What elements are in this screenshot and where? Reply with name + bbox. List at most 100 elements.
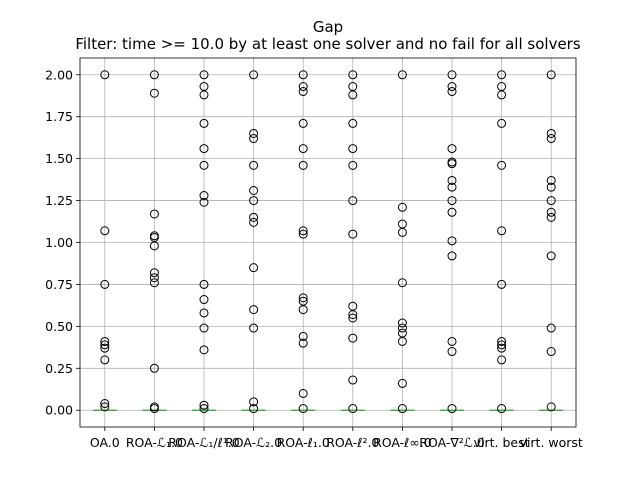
x-tick-label: ROA-ℓ₁.0 <box>277 435 330 450</box>
box-group <box>539 70 564 412</box>
outlier-point <box>546 207 556 217</box>
outlier-point <box>348 70 358 80</box>
outlier-point <box>100 279 110 289</box>
outlier-point <box>100 70 110 80</box>
y-tick-label: 0.25 <box>45 361 73 376</box>
outlier-point <box>348 313 358 323</box>
x-tick-label: ROA-ℒ₂.0 <box>225 435 282 450</box>
x-tick-label: ROA-ℓ².0 <box>326 435 379 450</box>
x-axis: OA.0 ROA-ℒ₁.0ROA-ℒ₁/ℓ¹.0ROA-ℒ₂.0ROA-ℓ₁.0R… <box>90 427 583 450</box>
outlier-point <box>199 345 209 355</box>
outlier-point <box>149 273 159 283</box>
outlier-point <box>447 207 457 217</box>
box-group <box>192 70 216 414</box>
y-tick-label: 0.75 <box>45 277 73 292</box>
outlier-point <box>298 293 308 303</box>
outlier-point <box>249 70 259 80</box>
outlier-point <box>546 347 556 357</box>
outlier-point <box>447 175 457 185</box>
outlier-point <box>100 399 110 409</box>
outlier-point <box>497 160 507 170</box>
grid-layer <box>80 58 576 427</box>
outlier-point <box>397 278 407 288</box>
y-tick-label: 0.50 <box>45 319 73 334</box>
outlier-point <box>100 336 110 346</box>
x-tick-label: ROA-ℒ₁.0 <box>126 435 183 450</box>
outlier-point <box>249 404 259 414</box>
box-group <box>142 70 167 414</box>
outlier-point <box>447 236 457 246</box>
outlier-point <box>149 268 159 278</box>
outlier-point <box>199 118 209 128</box>
y-axis: 0.00 0.25 0.50 0.75 1.00 1.25 1.50 1.75 2.00 <box>45 67 80 418</box>
box-group <box>489 70 514 414</box>
x-tick-label: virt. worst <box>520 435 583 450</box>
outlier-point <box>249 128 259 138</box>
box-group <box>390 70 415 414</box>
outlier-point <box>348 375 358 385</box>
outlier-point <box>546 134 556 144</box>
outlier-point <box>199 295 209 305</box>
outlier-point <box>298 305 308 315</box>
y-tick-label: 1.75 <box>45 109 73 124</box>
outlier-point <box>397 378 407 388</box>
x-tick-label: ROA-ℓ∞.0 <box>373 435 432 450</box>
boxes <box>92 70 564 414</box>
outlier-point <box>546 128 556 138</box>
outlier-point <box>249 186 259 196</box>
y-tick-label: 1.50 <box>45 151 73 166</box>
outlier-point <box>149 241 159 251</box>
outlier-point <box>149 70 159 80</box>
outlier-point <box>546 212 556 222</box>
outlier-point <box>149 404 159 414</box>
outlier-point <box>546 196 556 206</box>
outlier-point <box>149 363 159 373</box>
outlier-point <box>100 355 110 365</box>
outlier-point <box>199 400 209 410</box>
outlier-point <box>348 229 358 239</box>
outlier-point <box>298 331 308 341</box>
outlier-point <box>348 333 358 343</box>
outlier-point <box>497 340 507 350</box>
outlier-point <box>546 70 556 80</box>
y-tick-label: 0.00 <box>45 403 73 418</box>
chart-title: Gap <box>313 18 343 36</box>
outlier-point <box>100 343 110 353</box>
outlier-point <box>199 404 209 414</box>
outlier-point <box>497 70 507 80</box>
outlier-point <box>348 196 358 206</box>
outlier-point <box>447 182 457 192</box>
outlier-point <box>298 160 308 170</box>
outlier-point <box>348 90 358 100</box>
x-tick-label: virt. best <box>474 435 530 450</box>
outlier-point <box>546 175 556 185</box>
outlier-point <box>100 226 110 236</box>
outlier-point <box>397 227 407 237</box>
outlier-point <box>199 279 209 289</box>
outlier-point <box>447 70 457 80</box>
outlier-point <box>497 336 507 346</box>
plot-frame <box>79 57 577 428</box>
outlier-point <box>447 251 457 261</box>
outlier-point <box>497 226 507 236</box>
box-group <box>340 70 365 414</box>
chart-subtitle: Filter: time >= 10.0 by at least one sol… <box>75 35 581 53</box>
outlier-point <box>298 118 308 128</box>
outlier-point <box>497 118 507 128</box>
outlier-point <box>298 338 308 348</box>
outlier-point <box>249 305 259 315</box>
outlier-point <box>397 318 407 328</box>
outlier-point <box>199 197 209 207</box>
outlier-point <box>249 160 259 170</box>
outlier-point <box>497 279 507 289</box>
outlier-point <box>298 388 308 398</box>
outlier-point <box>298 229 308 239</box>
outlier-point <box>348 160 358 170</box>
outlier-point <box>546 182 556 192</box>
outlier-point <box>249 323 259 333</box>
y-tick-label: 2.00 <box>45 67 73 82</box>
outlier-point <box>447 87 457 97</box>
outlier-point <box>397 336 407 346</box>
outlier-point <box>348 310 358 320</box>
